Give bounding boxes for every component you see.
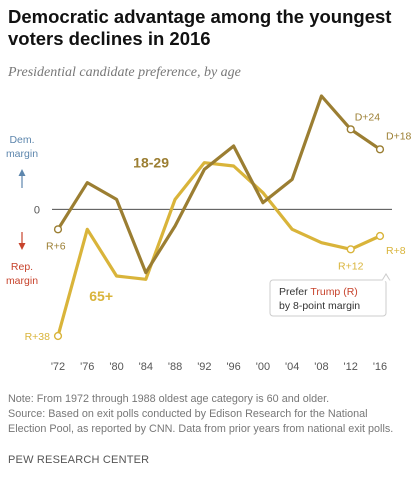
organization-name: PEW RESEARCH CENTER [8, 454, 150, 466]
data-label: R+6 [46, 240, 66, 252]
series-marker-18-29 [346, 125, 355, 134]
callout-layer: Prefer Trump (R) by 8-point margin [269, 273, 391, 317]
series-name-65-plus: 65+ [89, 288, 113, 304]
data-label: R+12 [338, 260, 364, 272]
dem-margin-label: Dem. [9, 134, 34, 146]
x-tick-label: '04 [285, 361, 299, 373]
callout-text-line-2: by 8-point margin [279, 300, 360, 312]
rep-arrow-icon [18, 243, 26, 250]
data-label: D+24 [355, 111, 381, 123]
x-tick-label: '80 [109, 361, 123, 373]
x-tick-label: '00 [256, 361, 270, 373]
x-tick-label: '92 [197, 361, 211, 373]
x-tick-label: '84 [139, 361, 153, 373]
x-tick-label: '96 [226, 361, 240, 373]
note-text: Note: From 1972 through 1988 oldest age … [8, 393, 330, 405]
footnotes: Note: From 1972 through 1988 oldest age … [8, 392, 418, 437]
series-line-18-29 [56, 94, 382, 275]
callout-box [269, 279, 387, 317]
x-tick-label: '76 [80, 361, 94, 373]
rep-margin-label: Rep. [11, 261, 33, 273]
zero-label: 0 [34, 204, 40, 216]
lines-layer [56, 94, 382, 338]
rep-margin-label: margin [6, 275, 38, 287]
x-tick-label: '08 [314, 361, 328, 373]
callout-highlight: Trump (R) [310, 286, 357, 298]
labels-layer: R+6 D+24 D+18 R+38 R+12 R+8 18-29 65+ [25, 111, 412, 343]
callout-text-line-1: Prefer Trump (R) [279, 286, 358, 298]
x-tick-label: '72 [51, 361, 65, 373]
callout-pointer-icon [381, 273, 391, 281]
source-text-line-1: Source: Based on exit polls conducted by… [8, 408, 368, 420]
x-tick-label: '88 [168, 361, 182, 373]
dem-margin-label: margin [6, 148, 38, 160]
data-label: R+38 [25, 331, 51, 343]
series-name-18-29: 18-29 [133, 155, 169, 171]
axes-layer: 0 '72 '76 '80 '84 '88 '92 '96 '00 '04 '08 '12 '16 Dem… [6, 134, 392, 373]
series-line-65-plus [56, 161, 382, 338]
data-label: D+18 [386, 130, 412, 142]
x-tick-label: '12 [344, 361, 358, 373]
series-marker-18-29 [53, 225, 63, 234]
series-marker-65-plus [375, 231, 385, 241]
x-tick-label: '16 [373, 361, 387, 373]
data-label: R+8 [386, 245, 406, 257]
series-marker-18-29 [375, 145, 385, 154]
chart-subtitle: Presidential candidate preference, by ag… [8, 65, 241, 80]
dem-arrow-icon [18, 169, 26, 176]
series-marker-65-plus [346, 245, 355, 254]
line-chart: 0 '72 '76 '80 '84 '88 '92 '96 '00 '04 '08 '12 '16 Dem… [6, 94, 412, 373]
chart-title: Democratic advantage among the youngest … [8, 6, 392, 49]
series-marker-65-plus [53, 331, 63, 341]
source-text-line-2: Election Pool, as reported by CNN. Data … [8, 423, 394, 435]
